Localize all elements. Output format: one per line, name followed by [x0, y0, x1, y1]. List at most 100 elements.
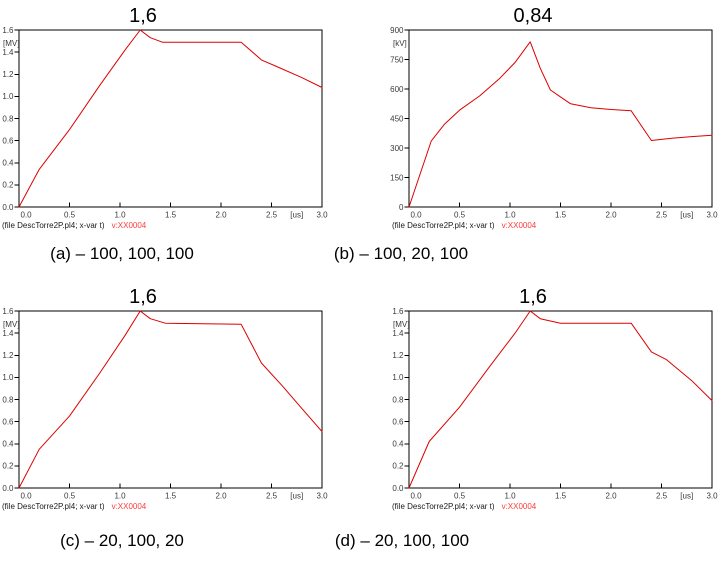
figure-caption-c: (c) – 20, 100, 20 — [60, 531, 184, 550]
plot-canvas-c: 0.0 0.2 0.4 0.6 0.8 1.0 1.2 1.4 1.6 [MV] 0.0 0.5 1.0… — [2, 307, 328, 501]
y-axis-tick-label: 0.4 — [2, 440, 14, 449]
y-axis-tick-label: 1.0 — [2, 373, 14, 382]
x-axis-tick-label: 3.0 — [316, 211, 328, 220]
x-axis-unit-label: [us] — [290, 492, 303, 501]
file-caption-text-a: (file DescTorre2P.pl4; x-var t) — [2, 221, 105, 230]
x-axis-tick-label: 0.0 — [20, 492, 32, 501]
plot-frame — [18, 29, 323, 208]
y-axis-tick-label: 1.4 — [392, 329, 404, 338]
signal-trace — [408, 41, 713, 208]
x-axis-tick-label: 1.5 — [165, 492, 177, 501]
plot-canvas-b: 0 150 300 450 600 750 900 [kV] 0.0 0.5 1.0 1.5 2.0 2.… — [390, 26, 718, 220]
peak-value-label-b: 0,84 — [513, 5, 553, 27]
y-axis-tick-label: 450 — [390, 114, 404, 123]
signal-trace — [18, 310, 323, 489]
y-axis-tick-label: 0.0 — [392, 484, 404, 493]
y-axis-tick-label: 0.2 — [392, 462, 404, 471]
x-axis-tick-label: 0.0 — [410, 211, 422, 220]
file-caption-c: (file DescTorre2P.pl4; x-var t) v:XX0004 — [2, 502, 146, 512]
y-axis-tick-label: 0.0 — [2, 203, 14, 212]
file-caption-text-c: (file DescTorre2P.pl4; x-var t) — [2, 502, 105, 511]
y-axis-tick-label: 0.4 — [2, 159, 14, 168]
x-axis-tick-label: 3.0 — [706, 211, 718, 220]
signal-trace — [408, 310, 713, 489]
peak-value-label-c: 1,6 — [129, 286, 157, 308]
x-axis-tick-label: 0.5 — [454, 211, 466, 220]
y-axis-tick-label: 1.6 — [2, 26, 14, 35]
y-axis-tick-label: 0.2 — [2, 181, 14, 190]
y-axis-tick-label: 0.6 — [2, 136, 14, 145]
peak-value-label-d: 1,6 — [519, 286, 547, 308]
y-axis-tick-label: 150 — [390, 173, 404, 182]
x-axis-tick-label: 2.5 — [266, 211, 278, 220]
file-caption-b: (file DescTorre2P.pl4; x-var t) v:XX0004 — [392, 221, 536, 231]
x-axis-tick-label: 0.5 — [64, 492, 76, 501]
variable-caption-text-d: v:XX0004 — [501, 502, 537, 511]
peak-value-label-a: 1,6 — [129, 5, 157, 27]
file-caption-text-d: (file DescTorre2P.pl4; x-var t) — [392, 502, 495, 511]
figure-caption-b: (b) – 100, 20, 100 — [333, 244, 469, 263]
y-axis-unit-label: [MV] — [3, 320, 19, 329]
y-axis-unit-label: [MV] — [3, 39, 19, 48]
x-axis-tick-label: 2.0 — [215, 211, 227, 220]
x-axis-tick-label: 1.0 — [114, 492, 126, 501]
figure-caption-a: (a) – 100, 100, 100 — [50, 244, 194, 263]
y-axis-tick-label: 750 — [390, 55, 404, 64]
y-axis-tick-label: 1.0 — [2, 92, 14, 101]
x-axis-tick-label: 3.0 — [706, 492, 718, 501]
y-axis-tick-label: 0.6 — [2, 417, 14, 426]
y-axis-tick-label: 1.4 — [2, 329, 14, 338]
y-axis-tick-label: 600 — [390, 85, 404, 94]
file-caption-d: (file DescTorre2P.pl4; x-var t) v:XX0004 — [392, 502, 536, 512]
y-axis-tick-label: 1.4 — [2, 48, 14, 57]
y-axis-tick-label: 0.8 — [392, 395, 404, 404]
y-axis-tick-label: 0.2 — [2, 462, 14, 471]
signal-trace — [18, 29, 323, 208]
y-axis-tick-label: 0.4 — [392, 440, 404, 449]
plot-canvas-d: 0.0 0.2 0.4 0.6 0.8 1.0 1.2 1.4 1.6 [MV] 0.0 0.5 1.0… — [392, 307, 718, 501]
x-axis-tick-label: 0.5 — [454, 492, 466, 501]
x-axis-tick-label: 2.5 — [656, 492, 668, 501]
x-axis-tick-label: 1.0 — [114, 211, 126, 220]
x-axis-tick-label: 0.0 — [20, 211, 32, 220]
chart-panel-a: 0.0 0.2 0.4 0.6 0.8 1.0 1.2 1.4 1.6 [MV] 0.0 0.5 1.0… — [0, 0, 330, 240]
y-axis-tick-label: 0.0 — [2, 484, 14, 493]
y-axis-tick-label: 1.6 — [2, 307, 14, 316]
y-axis-tick-label: 0.6 — [392, 417, 404, 426]
x-axis-tick-label: 1.5 — [165, 211, 177, 220]
x-axis-tick-label: 2.5 — [656, 211, 668, 220]
file-caption-a: (file DescTorre2P.pl4; x-var t) v:XX0004 — [2, 221, 146, 231]
x-axis-tick-label: 0.0 — [410, 492, 422, 501]
plot-frame — [18, 310, 323, 489]
y-axis-unit-label: [MV] — [393, 320, 409, 329]
y-axis-unit-label: [kV] — [393, 39, 407, 48]
plot-canvas-a: 0.0 0.2 0.4 0.6 0.8 1.0 1.2 1.4 1.6 [MV] 0.0 0.5 1.0… — [2, 26, 328, 220]
plot-frame — [408, 29, 713, 208]
y-axis-tick-label: 1.2 — [392, 351, 404, 360]
x-axis-tick-label: 1.5 — [555, 492, 567, 501]
plot-frame — [408, 310, 713, 489]
variable-caption-text-b: v:XX0004 — [501, 221, 537, 230]
x-axis-tick-label: 2.5 — [266, 492, 278, 501]
chart-panel-c: 0.0 0.2 0.4 0.6 0.8 1.0 1.2 1.4 1.6 [MV] 0.0 0.5 1.0… — [0, 281, 330, 521]
variable-caption-text-c: v:XX0004 — [111, 502, 147, 511]
y-axis-tick-label: 0.8 — [2, 395, 14, 404]
y-axis-tick-label: 1.0 — [392, 373, 404, 382]
x-axis-tick-label: 2.0 — [605, 492, 617, 501]
x-axis-tick-label: 2.0 — [215, 492, 227, 501]
x-axis-unit-label: [us] — [290, 211, 303, 220]
x-axis-tick-label: 3.0 — [316, 492, 328, 501]
y-axis-tick-label: 300 — [390, 144, 404, 153]
y-axis-tick-label: 900 — [390, 26, 404, 35]
y-axis-tick-label: 0 — [399, 203, 404, 212]
x-axis-tick-label: 2.0 — [605, 211, 617, 220]
y-axis-tick-label: 0.8 — [2, 114, 14, 123]
y-axis-tick-label: 1.6 — [392, 307, 404, 316]
x-axis-unit-label: [us] — [680, 492, 693, 501]
x-axis-tick-label: 1.5 — [555, 211, 567, 220]
y-axis-tick-label: 1.2 — [2, 70, 14, 79]
variable-caption-text-a: v:XX0004 — [111, 221, 147, 230]
chart-panel-d: 0.0 0.2 0.4 0.6 0.8 1.0 1.2 1.4 1.6 [MV] 0.0 0.5 1.0… — [390, 281, 720, 521]
figure-caption-d: (d) – 20, 100, 100 — [334, 531, 470, 550]
